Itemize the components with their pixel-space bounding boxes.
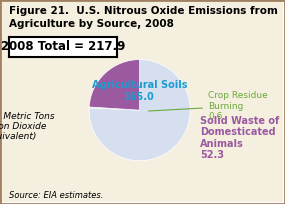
Text: (Million Metric Tons
Carbon Dioxide
Equivalent): (Million Metric Tons Carbon Dioxide Equi… bbox=[0, 112, 55, 141]
Text: Figure 21.  U.S. Nitrous Oxide Emissions from
Agriculture by Source, 2008: Figure 21. U.S. Nitrous Oxide Emissions … bbox=[9, 6, 277, 29]
Wedge shape bbox=[89, 107, 140, 110]
Wedge shape bbox=[89, 60, 140, 110]
Text: Solid Waste of
Domesticated
Animals
52.3: Solid Waste of Domesticated Animals 52.3 bbox=[200, 116, 280, 160]
Text: 2008 Total = 217.9: 2008 Total = 217.9 bbox=[1, 40, 125, 53]
Text: Source: EIA estimates.: Source: EIA estimates. bbox=[9, 191, 103, 200]
Text: Agricultural Soils
165.0: Agricultural Soils 165.0 bbox=[92, 80, 188, 102]
Wedge shape bbox=[89, 60, 190, 161]
Text: Crop Residue
Burning
0.6: Crop Residue Burning 0.6 bbox=[148, 91, 268, 121]
